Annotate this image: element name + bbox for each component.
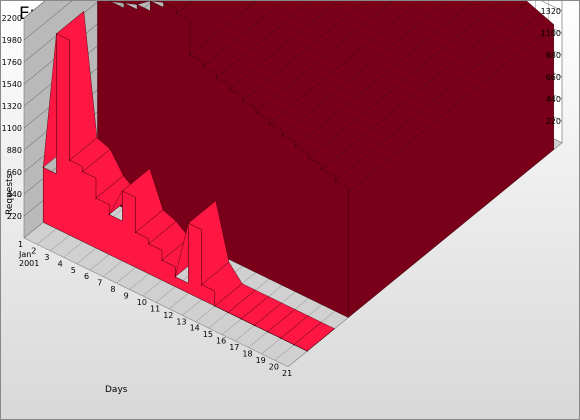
- data-point: [306, 350, 308, 352]
- data-point: [161, 259, 163, 261]
- y-tick-label: 1100: [2, 124, 22, 133]
- data-point: [162, 1, 165, 3]
- data-point: [294, 146, 297, 148]
- data-point: [110, 1, 112, 3]
- data-point: [123, 2, 125, 4]
- data-point: [201, 284, 203, 286]
- x-tick-label: 20: [269, 362, 279, 371]
- x-axis-label: Days: [105, 385, 128, 395]
- chart-marks: [42, 1, 555, 352]
- data-point: [108, 213, 110, 216]
- x-tick-label: 3: [44, 253, 49, 262]
- x-tick-sublabel: 2001: [19, 259, 39, 268]
- data-point: [174, 276, 176, 278]
- data-point: [136, 3, 138, 6]
- x-tick-label: 13: [176, 317, 186, 326]
- data-point: [293, 344, 295, 346]
- data-point: [95, 197, 97, 199]
- x-tick-label: 9: [124, 292, 129, 301]
- x-tick-label: 7: [97, 279, 102, 288]
- data-point: [42, 166, 44, 168]
- y-tick-label: 1760: [2, 58, 22, 67]
- x-tick-label: 18: [242, 350, 252, 359]
- y-tick-label: 660: [7, 168, 22, 177]
- x-tick-label: 12: [163, 311, 173, 320]
- series-front: [42, 33, 308, 352]
- data-point: [308, 157, 310, 159]
- x-tick-sublabel: Jan: [18, 250, 31, 259]
- x-tick-label: 21: [282, 369, 292, 378]
- x-tick-label: 4: [58, 259, 63, 268]
- data-point: [135, 231, 137, 233]
- data-point: [215, 77, 217, 79]
- data-point: [69, 159, 71, 161]
- data-point: [227, 311, 229, 314]
- x-tick-label: 16: [216, 337, 226, 346]
- data-point: [334, 180, 336, 182]
- x-tick-label: 15: [203, 330, 213, 339]
- data-point: [82, 171, 84, 173]
- data-point: [189, 54, 191, 56]
- data-point: [347, 191, 349, 194]
- data-point: [214, 305, 216, 307]
- data-point: [176, 13, 178, 15]
- y-tick-label: 880: [7, 146, 22, 155]
- series-top: [123, 1, 142, 5]
- data-point: [253, 324, 255, 326]
- series-top: [110, 1, 127, 4]
- data-point: [240, 318, 242, 320]
- data-point: [267, 331, 269, 333]
- x-tick-label: 6: [84, 272, 89, 281]
- x-tick-label: 2: [31, 246, 36, 255]
- y-tick-label: 440: [546, 95, 561, 104]
- y-tick-label: 440: [7, 190, 22, 199]
- x-tick-label: 5: [71, 266, 76, 275]
- series-top: [136, 1, 151, 5]
- data-point: [242, 100, 244, 102]
- y-tick-label: 1540: [2, 80, 22, 89]
- x-tick-label: 11: [150, 304, 160, 313]
- data-point: [321, 169, 323, 171]
- y-tick-label: 1980: [2, 36, 22, 45]
- data-point: [202, 66, 204, 68]
- data-point: [187, 222, 189, 224]
- y-axis-label: Requests: [5, 173, 15, 215]
- y-tick-label: 1320: [2, 102, 22, 111]
- y-tick-label: 220: [7, 212, 22, 221]
- y-tick-label: 880: [546, 51, 561, 60]
- x-tick-label: 19: [256, 356, 266, 365]
- x-tick-label: 1: [18, 240, 23, 249]
- data-point: [280, 337, 282, 339]
- series-top: [149, 1, 166, 3]
- x-tick-label: 14: [190, 324, 200, 333]
- x-tick-label: 10: [137, 298, 147, 307]
- chart-labels: 2202202204404404406606606608808808801100…: [2, 7, 561, 378]
- x-tick-label: 8: [110, 285, 115, 294]
- series-end: [307, 328, 335, 352]
- y-tick-label: 1320: [541, 7, 561, 16]
- x-tick-label: 17: [229, 343, 239, 352]
- data-point: [281, 134, 283, 136]
- y-tick-label: 660: [546, 73, 561, 82]
- data-point: [55, 33, 58, 35]
- data-point: [149, 1, 151, 2]
- y-tick-label: 1100: [541, 29, 561, 38]
- series-front: [97, 1, 349, 318]
- y-tick-label: 2200: [2, 14, 22, 23]
- data-point: [268, 123, 270, 125]
- data-point: [255, 111, 257, 113]
- y-tick-label: 220: [546, 117, 561, 126]
- data-point: [121, 190, 123, 192]
- data-point: [228, 89, 231, 91]
- data-point: [148, 243, 150, 245]
